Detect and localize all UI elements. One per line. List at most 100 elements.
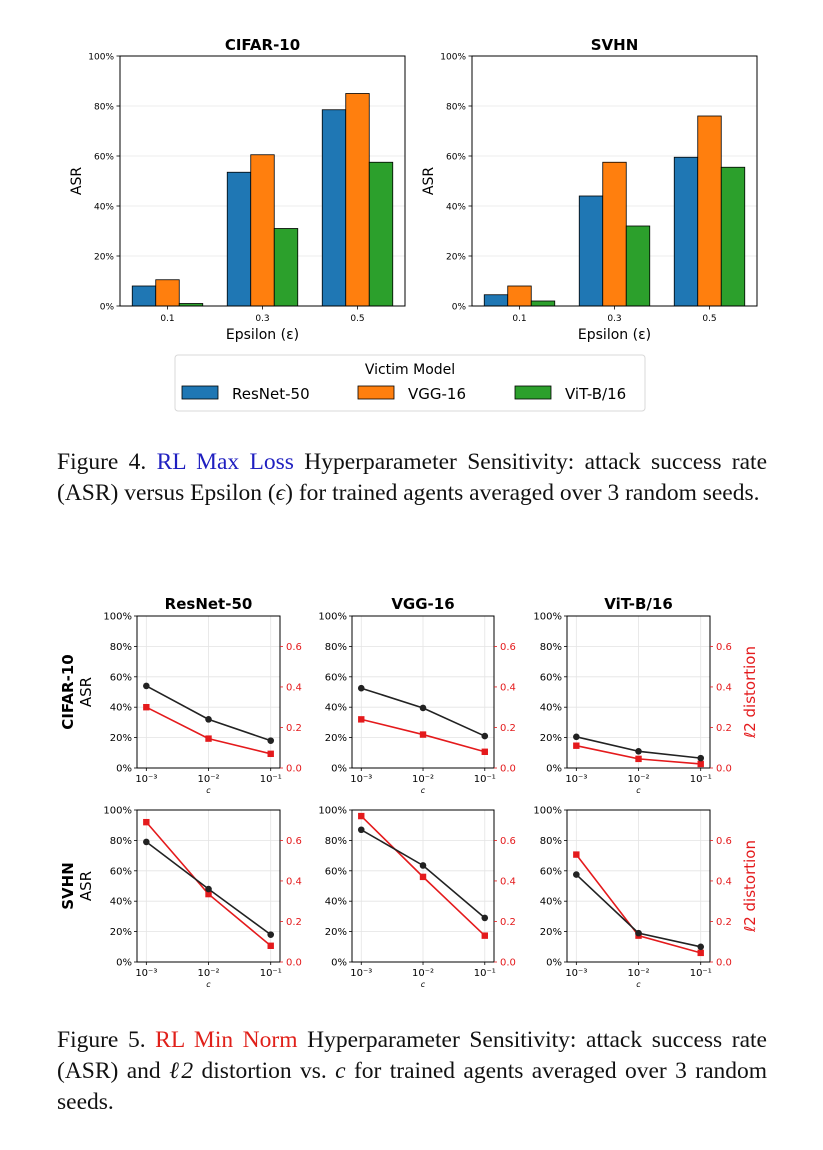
fig5-ytick-label: 100% (103, 612, 132, 623)
fig4-xtick-label: 0.1 (160, 314, 174, 324)
fig5-ytick-label: 0% (546, 958, 562, 969)
fig5-column-title: ViT-B/16 (604, 595, 673, 613)
fig4-bar-vgg16 (345, 93, 370, 307)
fig5-ytick-right-label: 0.0 (500, 764, 516, 775)
fig5-ytick-label: 80% (110, 642, 132, 653)
fig5-asr-marker (573, 733, 580, 741)
fig4-bar-resnet50 (226, 171, 252, 307)
fig5-asr-marker (143, 838, 150, 846)
fig5-xtick-label: 10⁻¹ (260, 968, 282, 979)
fig4-xlabel: Epsilon (ε) (226, 327, 299, 343)
fig5-distortion-marker (481, 932, 488, 939)
fig5-xtick-label: 10⁻¹ (474, 968, 496, 979)
fig5-panel-0-1: 0% 20% 40% 60% 80% 100% 0.0 0.2 0.4 0.6 10⁻³ 10⁻² 10… (318, 612, 516, 796)
fig4-ytick-label: 100% (88, 53, 114, 63)
figure5-c: c (335, 1058, 346, 1084)
fig5-ytick-right-label: 0.0 (286, 958, 302, 969)
fig5-xtick-label: 10⁻² (198, 968, 220, 979)
fig5-ytick-label: 20% (110, 733, 132, 744)
fig5-asr-marker (143, 682, 150, 690)
fig5-ytick-label: 40% (110, 703, 132, 714)
fig5-ytick-label: 60% (110, 672, 132, 683)
fig5-asr-marker (635, 929, 642, 937)
fig5-row-title: CIFAR-10 (59, 654, 77, 729)
fig5-ytick-right-label: 0.2 (716, 917, 732, 928)
fig5-asr-marker (419, 704, 427, 712)
fig5-ytick-label: 100% (103, 806, 132, 817)
fig4-ytick-label: 0% (452, 303, 467, 313)
figure5-ell2: ℓ2 (169, 1058, 194, 1084)
fig5-ytick-label: 0% (546, 764, 562, 775)
fig4-bar-vitb16 (530, 300, 556, 307)
fig5-ylabel-left: ASR (77, 871, 95, 901)
fig5-ytick-label: 60% (540, 866, 562, 877)
fig4-panel-1: 0% 20% 40% 60% 80% 100% 0.1 0.3 0.5 SVHN Epsilon (… (421, 36, 758, 343)
fig4-bar-vitb16 (368, 161, 394, 307)
figure4-text-b: ) for trained agents averaged over 3 ran… (285, 480, 760, 506)
fig5-distortion-marker (358, 812, 365, 820)
fig5-distortion-marker (267, 750, 274, 758)
fig5-distortion-marker (697, 949, 704, 957)
fig4-ytick-label: 40% (94, 203, 114, 213)
fig5-row-title: SVHN (59, 862, 77, 910)
fig5-xtick-label: 10⁻¹ (690, 968, 712, 979)
fig5-xtick-label: 10⁻² (628, 968, 650, 979)
fig5-asr-marker (267, 737, 275, 744)
fig5-ytick-right-label: 0.4 (286, 876, 302, 887)
fig5-ytick-right-label: 0.2 (500, 723, 516, 734)
fig4-legend-label: VGG-16 (408, 385, 466, 403)
figure5-method-name: RL Min Norm (155, 1027, 298, 1053)
fig4-xtick-label: 0.5 (702, 314, 716, 324)
fig5-xtick-label: 10⁻² (198, 774, 220, 785)
fig5-xlabel: c (206, 980, 211, 989)
fig4-legend: Victim Model ResNet-50 VGG-16 ViT-B/16 (174, 354, 646, 412)
fig5-distortion-marker (481, 748, 488, 755)
fig5-xtick-label: 10⁻² (412, 774, 434, 785)
fig5-distortion-marker (267, 942, 274, 949)
fig5-xtick-label: 10⁻² (628, 774, 650, 785)
fig4-panel-title: CIFAR-10 (225, 36, 300, 54)
fig4-bar-vitb16 (625, 225, 651, 307)
fig5-asr-marker (419, 862, 427, 869)
fig5-ytick-label: 80% (110, 836, 132, 847)
fig5-ytick-label: 60% (110, 866, 132, 877)
fig4-xlabel: Epsilon (ε) (578, 327, 651, 343)
fig5-ytick-label: 40% (325, 703, 347, 714)
fig5-ytick-label: 20% (540, 733, 562, 744)
figure5-caption: Figure 5. RL Min Norm Hyperparameter Sen… (57, 1025, 767, 1118)
fig5-xlabel: c (421, 786, 426, 795)
fig4-bar-resnet50 (131, 285, 157, 307)
fig4-legend-label: ViT-B/16 (565, 385, 626, 403)
fig5-ytick-label: 0% (331, 764, 347, 775)
fig5-panel-1-2: 0% 20% 40% 60% 80% 100% 0.0 0.2 0.4 0.6 10⁻³ 10⁻² 10… (533, 806, 732, 990)
fig5-ytick-right-label: 0.6 (500, 836, 516, 847)
fig5-xtick-label: 10⁻³ (350, 774, 372, 785)
fig5-ytick-right-label: 0.2 (286, 723, 302, 734)
fig5-distortion-marker (573, 851, 580, 858)
figure5-label: Figure 5. (57, 1027, 146, 1053)
fig4-bar-resnet50 (483, 294, 509, 307)
fig4-ytick-label: 0% (100, 303, 115, 313)
figure4-epsilon: ϵ (275, 480, 286, 506)
fig5-ytick-right-label: 0.0 (716, 764, 732, 775)
fig5-ytick-label: 100% (533, 806, 562, 817)
fig4-bar-vitb16 (720, 166, 746, 307)
fig4-xtick-label: 0.3 (255, 314, 269, 324)
fig4-xtick-label: 0.3 (607, 314, 621, 324)
fig5-ytick-label: 80% (325, 836, 347, 847)
fig4-legend-swatch (357, 385, 395, 400)
figure4-text-a: Hyperparameter Sensitivity: attack suc­c… (57, 449, 768, 506)
fig4-bar-vgg16 (250, 154, 275, 307)
fig4-xtick-label: 0.5 (350, 314, 364, 324)
fig5-xtick-label: 10⁻¹ (690, 774, 712, 785)
fig5-distortion-marker (205, 735, 212, 742)
fig5-ytick-label: 0% (116, 958, 132, 969)
fig5-distortion-marker (143, 818, 150, 826)
fig5-asr-marker (697, 754, 705, 762)
fig4-panel-0: 0% 20% 40% 60% 80% 100% 0.1 0.3 0.5 CIFAR-10 Epsil… (69, 36, 406, 343)
fig5-distortion-marker (358, 716, 365, 723)
figure5-text-b: distortion vs. (201, 1058, 327, 1084)
fig5-distortion-marker (697, 760, 704, 768)
fig5-distortion-marker (419, 731, 427, 738)
